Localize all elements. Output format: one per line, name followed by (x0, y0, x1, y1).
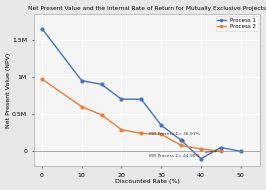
Process 1 (40, 27, 44, 30)
Process 2 (199, 148, 202, 150)
Process 1 (80, 79, 83, 82)
Process 2 (140, 132, 143, 135)
Process 1 (199, 158, 202, 160)
Process 1 (120, 98, 123, 100)
Title: Net Present Value and the Internal Rate of Return for Mutually Exclusive Project: Net Present Value and the Internal Rate … (28, 6, 266, 11)
Process 2 (40, 78, 44, 80)
Process 1 (239, 150, 242, 152)
Text: IRR Process 1= 36.91%: IRR Process 1= 36.91% (149, 132, 200, 141)
Legend: Process 1, Process 2: Process 1, Process 2 (215, 17, 258, 31)
Process 2 (100, 114, 103, 116)
Line: Process 2: Process 2 (41, 78, 222, 153)
Process 2 (179, 144, 182, 146)
Process 1 (219, 146, 222, 149)
Process 1 (100, 83, 103, 86)
X-axis label: Discounted Rate (%): Discounted Rate (%) (115, 179, 180, 184)
Process 1 (140, 98, 143, 100)
Y-axis label: Net Present Value (NPV): Net Present Value (NPV) (6, 52, 11, 127)
Process 2 (160, 133, 163, 135)
Process 2 (219, 150, 222, 152)
Process 2 (80, 105, 83, 108)
Text: IRR Process 2= 44.90%: IRR Process 2= 44.90% (149, 150, 217, 158)
Process 1 (179, 139, 182, 141)
Process 2 (120, 129, 123, 131)
Process 1 (160, 124, 163, 126)
Line: Process 1: Process 1 (41, 27, 242, 160)
